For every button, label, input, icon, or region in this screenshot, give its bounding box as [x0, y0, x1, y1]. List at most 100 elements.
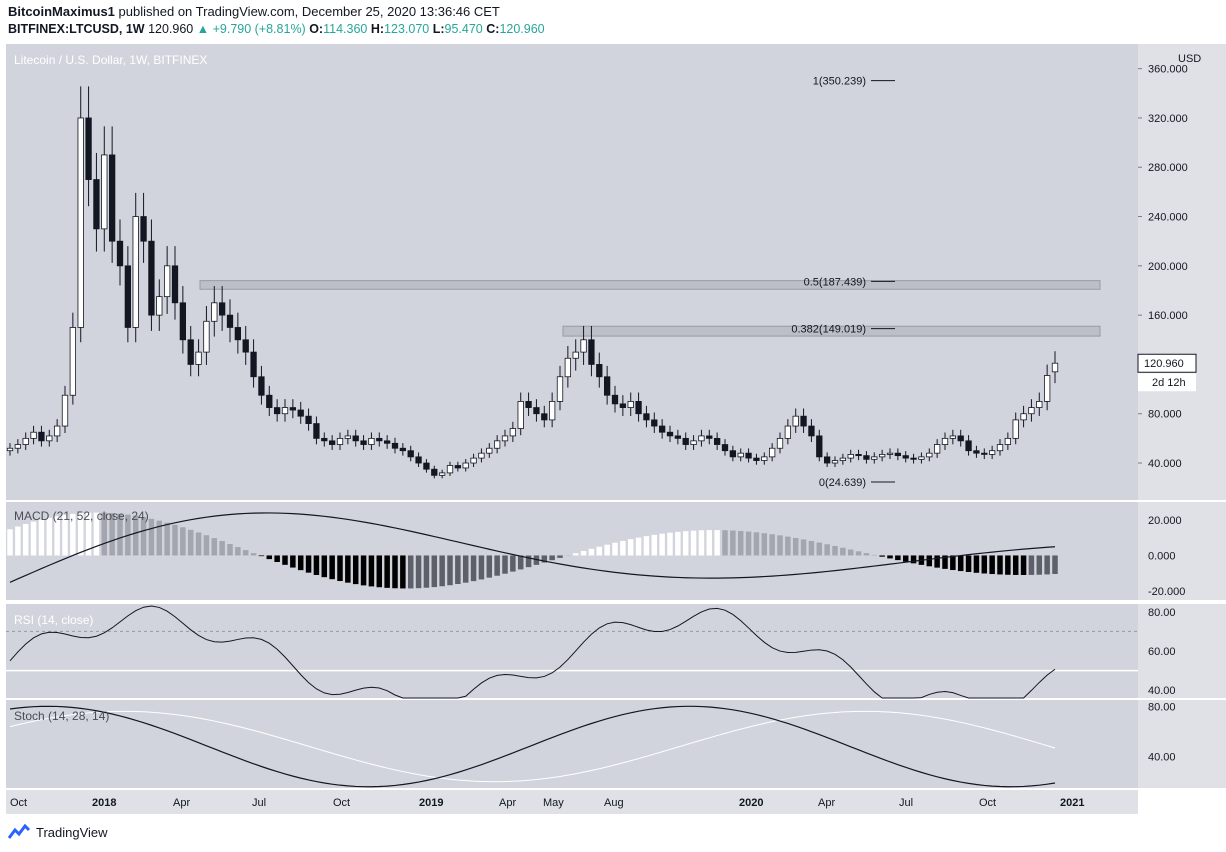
macd-histogram-bar	[965, 555, 972, 572]
candle-body	[1012, 419, 1019, 439]
macd-histogram-bar	[1036, 555, 1043, 575]
candle-body	[446, 465, 454, 474]
macd-histogram-bar	[321, 555, 328, 578]
candle-body	[902, 455, 909, 459]
candle-body	[85, 117, 92, 180]
low-value: 95.470	[444, 22, 483, 36]
macd-histogram-bar	[235, 547, 241, 556]
candle-body	[761, 456, 768, 461]
macd-histogram-bar	[172, 524, 178, 556]
macd-histogram-bar	[156, 520, 163, 556]
macd-histogram-bar	[957, 555, 964, 572]
macd-histogram-bar	[910, 555, 917, 564]
rsi-pane[interactable]	[6, 605, 1138, 699]
fib-levels[interactable]: 1(350.239) 0.5(187.439) 0.382(149.019) 0(24…	[791, 76, 895, 489]
candle-body	[816, 435, 823, 458]
candle-body	[831, 460, 839, 464]
macd-histogram-bar	[847, 549, 854, 556]
macd-tick-label: -20.000	[1148, 586, 1185, 598]
candle-body	[886, 452, 894, 455]
time-tick-label: 2018	[92, 797, 116, 809]
macd-histogram-bar	[30, 521, 37, 556]
high-value: 123.070	[384, 22, 430, 36]
fib-level-label: 0.5(187.439)	[804, 276, 866, 288]
author-name[interactable]: BitcoinMaximus1	[8, 4, 115, 19]
time-axis-bg	[6, 790, 1138, 814]
macd-histogram-bar	[761, 533, 768, 556]
macd-histogram-bar	[360, 555, 367, 586]
candle-body	[211, 302, 218, 322]
candle-body	[713, 437, 721, 445]
macd-histogram-bar	[942, 555, 948, 569]
macd-histogram-bar	[62, 514, 68, 556]
macd-histogram-bar	[635, 537, 642, 556]
time-tick-label: 2020	[739, 797, 763, 809]
macd-histogram-bar	[297, 555, 304, 571]
candle-body	[706, 435, 713, 439]
candle-body	[431, 468, 438, 476]
price-candles[interactable]	[6, 86, 1059, 479]
macd-histogram-bar	[345, 555, 351, 583]
macd-histogram-bar	[22, 523, 29, 556]
candle-body	[501, 435, 509, 442]
macd-histogram-bar	[462, 555, 469, 583]
candle-body	[603, 376, 611, 396]
candle-body	[651, 419, 658, 427]
macd-histogram-bar	[981, 555, 988, 574]
stoch-scale-bg	[1138, 700, 1226, 788]
candle-body	[918, 456, 925, 460]
macd-histogram-bar	[164, 522, 170, 556]
macd-histogram-bar	[38, 519, 45, 556]
macd-histogram-bar	[902, 555, 909, 562]
macd-histogram-bar	[596, 546, 603, 556]
macd-histogram-bar	[722, 530, 728, 556]
candle-body	[674, 435, 682, 439]
candle-body	[470, 457, 477, 464]
close-label: C:	[486, 22, 500, 36]
high-label: H:	[370, 22, 385, 36]
time-tick-label: Apr	[818, 797, 835, 809]
candle-body	[399, 447, 407, 452]
fib-level-label: 1(350.239)	[813, 76, 866, 88]
candle-body	[580, 339, 587, 353]
macd-histogram-bar	[1012, 555, 1019, 575]
candle-body	[203, 320, 210, 353]
open-label: O:	[309, 22, 324, 36]
candle-body	[949, 435, 957, 439]
macd-histogram-bar	[792, 537, 799, 556]
candle-body	[564, 357, 572, 378]
macd-pane-title: MACD (21, 52, close, 24)	[14, 509, 149, 523]
candle-body	[792, 415, 799, 427]
close-value: 120.960	[499, 22, 545, 36]
macd-histogram-bar	[219, 541, 225, 556]
candle-body	[768, 447, 776, 458]
candle-body	[250, 351, 257, 378]
time-tick-label: 2019	[419, 797, 443, 809]
macd-histogram-bar	[934, 555, 940, 568]
candle-body	[22, 437, 29, 445]
macd-histogram-bar	[211, 538, 218, 556]
candle-body	[556, 376, 564, 402]
macd-histogram-bar	[887, 555, 893, 559]
candle-body	[313, 423, 320, 439]
currency-label: USD	[1178, 53, 1201, 65]
panes-background	[6, 44, 1226, 814]
candle-body	[258, 376, 265, 396]
stoch-pane[interactable]	[9, 705, 1056, 788]
time-tick-label: 2021	[1060, 797, 1084, 809]
macd-pane[interactable]	[7, 512, 1058, 589]
candle-body	[729, 450, 737, 458]
candle-body	[179, 302, 187, 341]
macd-histogram-bar	[777, 535, 783, 556]
macd-scale-bg	[1138, 502, 1226, 600]
candle-body	[242, 339, 249, 353]
tradingview-footer[interactable]: TradingView	[8, 824, 108, 840]
macd-histogram-bar	[895, 555, 901, 561]
macd-histogram-bar	[643, 536, 650, 556]
time-axis[interactable]: Oct 2018 Apr Jul Oct 2019 Apr May Aug 2020 Apr Jul O…	[10, 797, 1084, 809]
chart-canvas[interactable]: 1(350.239) 0.5(187.439) 0.382(149.019) 0(24…	[0, 44, 1226, 818]
candle-body	[1004, 437, 1012, 445]
candle-body	[187, 339, 194, 365]
macd-histogram-bar	[816, 542, 823, 556]
